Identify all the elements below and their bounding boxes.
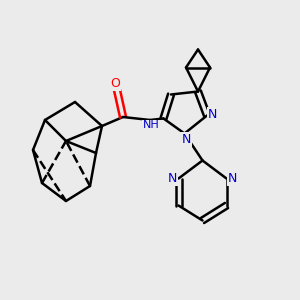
Text: N: N [168, 172, 177, 185]
Text: N: N [228, 172, 237, 185]
Text: N: N [181, 133, 191, 146]
Text: N: N [208, 107, 217, 121]
Text: NH: NH [143, 120, 160, 130]
Text: O: O [111, 77, 120, 90]
